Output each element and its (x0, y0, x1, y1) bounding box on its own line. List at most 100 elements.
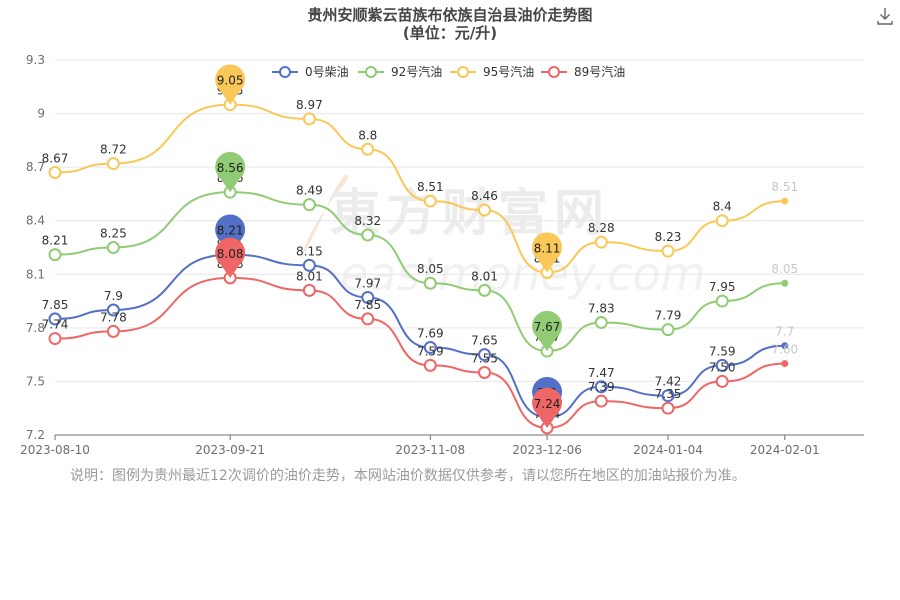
data-label: 7.60 (771, 343, 798, 357)
data-label: 8.51 (417, 180, 444, 194)
data-point (302, 283, 316, 297)
x-tick-label: 2023-11-08 (395, 443, 465, 457)
x-tick-label: 2023-08-10 (20, 443, 90, 457)
data-point (715, 294, 729, 308)
data-point (715, 214, 729, 228)
marker-pin-label: 8.56 (217, 161, 244, 175)
data-label: 7.9 (104, 289, 123, 303)
y-tick-label: 8.4 (26, 214, 45, 228)
data-point (781, 197, 789, 205)
chart-note: 说明：图例为贵州最近12次调价的油价走势，本网站油价数据仅供参考，请以您所在地区… (70, 468, 746, 484)
data-label: 7.39 (588, 380, 615, 394)
data-point (594, 380, 608, 394)
legend-label: 89号汽油 (574, 64, 625, 79)
data-point (661, 323, 675, 337)
data-label: 8.97 (296, 98, 323, 112)
y-tick-label: 7.8 (26, 321, 45, 335)
marker-pin-label: 7.67 (534, 320, 561, 334)
data-label: 8.23 (655, 230, 682, 244)
y-tick-label: 7.2 (26, 428, 45, 442)
data-label: 7.83 (588, 302, 615, 316)
data-label: 8.32 (354, 214, 381, 228)
data-point (106, 324, 120, 338)
data-label: 7.55 (471, 352, 498, 366)
data-point (106, 303, 120, 317)
data-label: 7.85 (354, 298, 381, 312)
x-tick-label: 2024-01-04 (633, 443, 703, 457)
data-point (361, 142, 375, 156)
marker-pin (215, 214, 246, 255)
data-point (478, 283, 492, 297)
data-label: 7.47 (588, 366, 615, 380)
marker-pin (215, 151, 246, 193)
data-point (781, 342, 789, 350)
data-label: 7.42 (655, 375, 682, 389)
legend-marker (279, 66, 291, 78)
data-point (302, 258, 316, 272)
data-label: 7.7 (775, 325, 794, 339)
marker-pin (532, 232, 563, 273)
data-label: 8.72 (100, 143, 127, 157)
marker-pin-label: 8.21 (217, 224, 244, 238)
data-label: 8.01 (296, 269, 323, 283)
data-point (478, 366, 492, 379)
y-tick-label: 8.7 (26, 160, 45, 174)
marker-pin (532, 387, 563, 428)
data-point (106, 157, 120, 171)
data-label: 7.35 (655, 387, 682, 401)
data-label: 8.8 (358, 128, 377, 142)
data-label: 8.15 (296, 244, 323, 258)
marker-pin (215, 237, 246, 278)
y-tick-label: 8.1 (26, 267, 45, 281)
data-point (661, 401, 675, 415)
data-point (423, 358, 437, 372)
y-tick-label: 7.5 (26, 374, 45, 388)
chart-title: 贵州安顺紫云苗族布依族自治县油价走势图 (307, 6, 592, 24)
marker-pin (532, 310, 563, 352)
data-point (715, 374, 729, 388)
data-label: 8.25 (100, 227, 127, 241)
x-tick-label: 2023-09-21 (195, 443, 265, 457)
data-point (781, 360, 789, 368)
data-label: 7.59 (709, 344, 736, 358)
data-point (361, 312, 375, 326)
data-label: 8.67 (42, 152, 69, 166)
legend-marker (548, 66, 560, 78)
data-label: 7.95 (709, 280, 736, 294)
data-label: 8.51 (771, 180, 798, 194)
data-label: 8.21 (42, 234, 69, 248)
data-label: 7.79 (655, 309, 682, 323)
watermark-logo (300, 175, 349, 260)
marker-pin-label: 8.11 (534, 242, 561, 256)
data-point (423, 276, 437, 290)
x-tick-label: 2024-02-01 (750, 443, 820, 457)
data-point (594, 235, 608, 249)
data-point (661, 389, 675, 403)
data-label: 7.65 (471, 334, 498, 348)
marker-pin (215, 64, 246, 105)
data-point (423, 194, 437, 208)
legend-label: 0号柴油 (305, 65, 349, 79)
data-point (361, 228, 375, 242)
data-label: 8.28 (588, 221, 615, 235)
data-point (302, 198, 316, 212)
data-point (106, 241, 120, 254)
data-label: 8.05 (771, 262, 798, 276)
data-point (48, 248, 62, 262)
data-label: 7.50 (709, 360, 736, 374)
data-label: 7.59 (417, 344, 444, 358)
data-label: 7.69 (417, 327, 444, 341)
data-point (781, 279, 789, 287)
legend-label: 92号汽油 (391, 64, 442, 79)
data-label: 8.01 (471, 269, 498, 283)
data-label: 7.85 (42, 298, 69, 312)
data-label: 8.49 (296, 184, 323, 198)
watermark-text: 東方财富网 (330, 184, 610, 242)
marker-pin-label: 7.24 (534, 397, 561, 411)
data-label: 7.78 (100, 310, 127, 324)
data-point (361, 291, 375, 304)
data-label: 8.46 (471, 189, 498, 203)
download-icon[interactable] (876, 6, 894, 26)
legend-marker (457, 66, 469, 78)
